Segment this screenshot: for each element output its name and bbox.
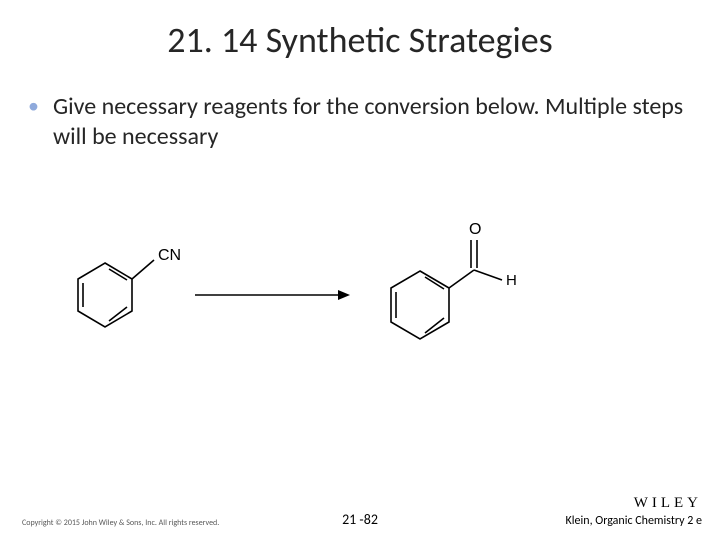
label-o: O [469,221,481,238]
label-h: H [506,272,517,289]
reactant-benzonitrile: CN [78,247,181,327]
product-benzaldehyde: O H [391,221,517,339]
bullet-item: • Give necessary reagents for the conver… [28,92,688,152]
slide: 21. 14 Synthetic Strategies • Give neces… [0,0,720,540]
footer: Wiley Copyright © 2015 John Wiley & Sons… [0,504,720,530]
bullet-text: Give necessary reagents for the conversi… [53,92,688,152]
reference-text: Klein, Organic Chemistry 2 e [566,514,702,528]
reaction-scheme: CN O H [50,200,610,370]
bullet-marker: • [28,92,39,120]
label-cn: CN [158,247,181,264]
reaction-arrow [195,290,350,300]
reaction-svg: CN O H [50,200,610,370]
slide-title: 21. 14 Synthetic Strategies [0,18,720,62]
wiley-logo: Wiley [634,495,702,512]
